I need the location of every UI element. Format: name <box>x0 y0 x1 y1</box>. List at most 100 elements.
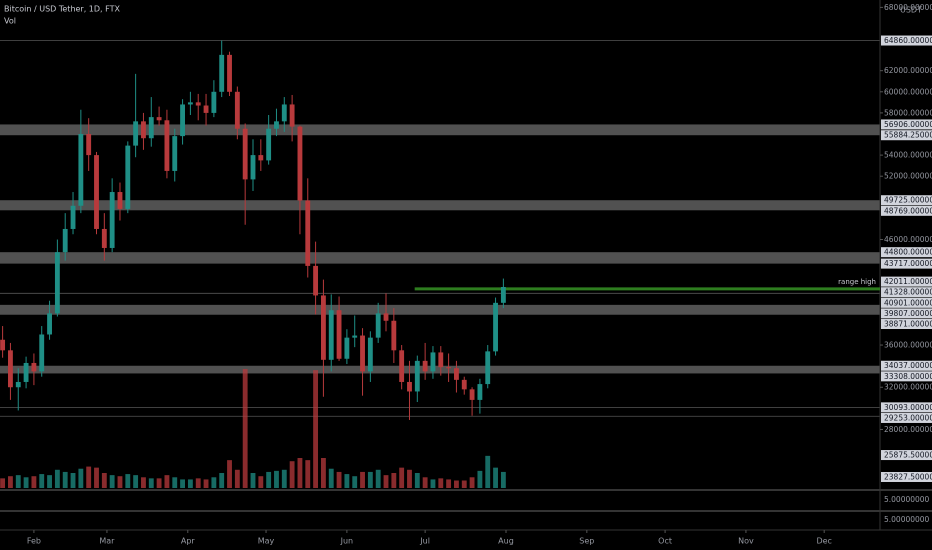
volume-bar <box>62 471 68 488</box>
volume-bar <box>414 473 420 488</box>
candle-body <box>477 384 483 400</box>
volume-bar <box>164 475 170 488</box>
price-label-box <box>881 412 932 423</box>
x-tick-label: Mar <box>99 537 115 546</box>
volume-bar <box>274 470 279 488</box>
volume-bar <box>250 473 256 488</box>
price-level-label: 40901.00000000 <box>884 298 932 307</box>
y-tick-label: 68000.00000000 <box>884 3 932 12</box>
volume-bar <box>461 480 467 488</box>
candle-body <box>454 368 459 380</box>
volume-bar <box>399 467 405 488</box>
candle-body <box>414 360 420 392</box>
level-zone <box>0 124 880 136</box>
price-label-box <box>881 287 932 298</box>
candle-body <box>289 104 295 127</box>
volume-bar <box>156 478 162 488</box>
volume-bar <box>54 469 60 488</box>
volume-bar <box>344 474 350 488</box>
volume-bar <box>407 469 412 488</box>
level-zone <box>0 200 880 211</box>
candle-body <box>493 302 498 352</box>
price-level-label: 39807.00000000 <box>884 309 932 318</box>
candle-body <box>407 381 412 392</box>
price-level-label: 30093.00000000 <box>884 403 932 412</box>
price-label-box <box>881 402 932 413</box>
range-high-text: range high <box>838 278 876 286</box>
volume-bar <box>227 460 232 488</box>
level-zone <box>0 252 880 264</box>
price-level-label: 55884.25000000 <box>884 131 932 140</box>
price-level-label: 42011.00000000 <box>884 277 932 286</box>
volume-bar <box>500 471 506 488</box>
candle-body <box>109 192 115 248</box>
volume-bar <box>258 476 264 488</box>
candle-body <box>422 360 428 372</box>
candle-body <box>391 320 397 351</box>
candle-body <box>125 145 131 209</box>
candle-body <box>117 192 123 209</box>
volume-bar <box>305 460 311 488</box>
price-label-box <box>881 371 932 382</box>
y-tick-label: 36000.00000000 <box>884 341 932 350</box>
candle-body <box>227 54 232 92</box>
volume-bar <box>39 474 45 488</box>
candle-body <box>39 334 45 372</box>
volume-bar <box>148 478 154 488</box>
volume-bar <box>477 470 483 488</box>
candle-body <box>383 313 389 321</box>
volume-bar <box>367 471 373 488</box>
chart-title: Bitcoin / USD Tether, 1D, FTX <box>4 5 120 14</box>
volume-bar <box>31 476 37 488</box>
volume-bar <box>320 458 326 488</box>
volume-bar <box>328 468 334 488</box>
volume-tick-label: 23827.50000000 <box>884 472 932 481</box>
axis-layer: 68000.00000000 62000.00000000 60000.000000… <box>27 3 932 546</box>
candle-body <box>62 228 68 253</box>
volume-bar <box>117 476 123 488</box>
y-tick-label: 46000.00000000 <box>884 235 932 244</box>
volume-bar <box>422 477 428 488</box>
volume-bar <box>446 479 452 488</box>
price-label-box <box>881 308 932 319</box>
volume-bar <box>493 467 498 488</box>
x-tick-label: Aug <box>498 537 514 546</box>
price-label-box <box>881 319 932 330</box>
candle-body <box>446 367 452 369</box>
y-tick-label: 54000.00000000 <box>884 151 932 160</box>
candle-body <box>23 362 29 382</box>
volume-bar <box>242 369 248 488</box>
candle-body <box>297 126 303 201</box>
candle-body <box>133 121 139 146</box>
price-label-box <box>881 247 932 258</box>
price-level-label: 48769.00000000 <box>884 206 932 215</box>
candle-body <box>258 155 264 161</box>
candle-body <box>54 252 60 314</box>
volume-bar <box>297 458 303 488</box>
volume-bar <box>203 479 209 488</box>
candle-body <box>203 105 209 113</box>
marks-layer <box>0 40 506 488</box>
candle-body <box>360 335 365 372</box>
x-tick-label: Nov <box>738 537 754 546</box>
candle-body <box>305 200 311 266</box>
candle-body <box>156 117 162 121</box>
volume-bar <box>78 468 84 488</box>
volume-bar <box>289 461 295 488</box>
volume-bar <box>336 471 342 488</box>
x-tick-label: Jul <box>419 537 430 546</box>
volume-bar <box>195 478 201 488</box>
candle-body <box>500 287 506 303</box>
price-label-box <box>881 276 932 287</box>
volume-bar <box>70 473 76 488</box>
volume-label: Vol <box>4 17 16 26</box>
volume-bar <box>109 475 115 488</box>
volume-bar <box>234 469 240 488</box>
volume-bar <box>141 477 146 488</box>
y-tick-label: 62000.00000000 <box>884 66 932 75</box>
volume-bar <box>86 466 92 488</box>
pane-label: 5.00000000 <box>884 495 930 504</box>
volume-label-box <box>881 450 932 461</box>
candle-body <box>320 295 326 360</box>
